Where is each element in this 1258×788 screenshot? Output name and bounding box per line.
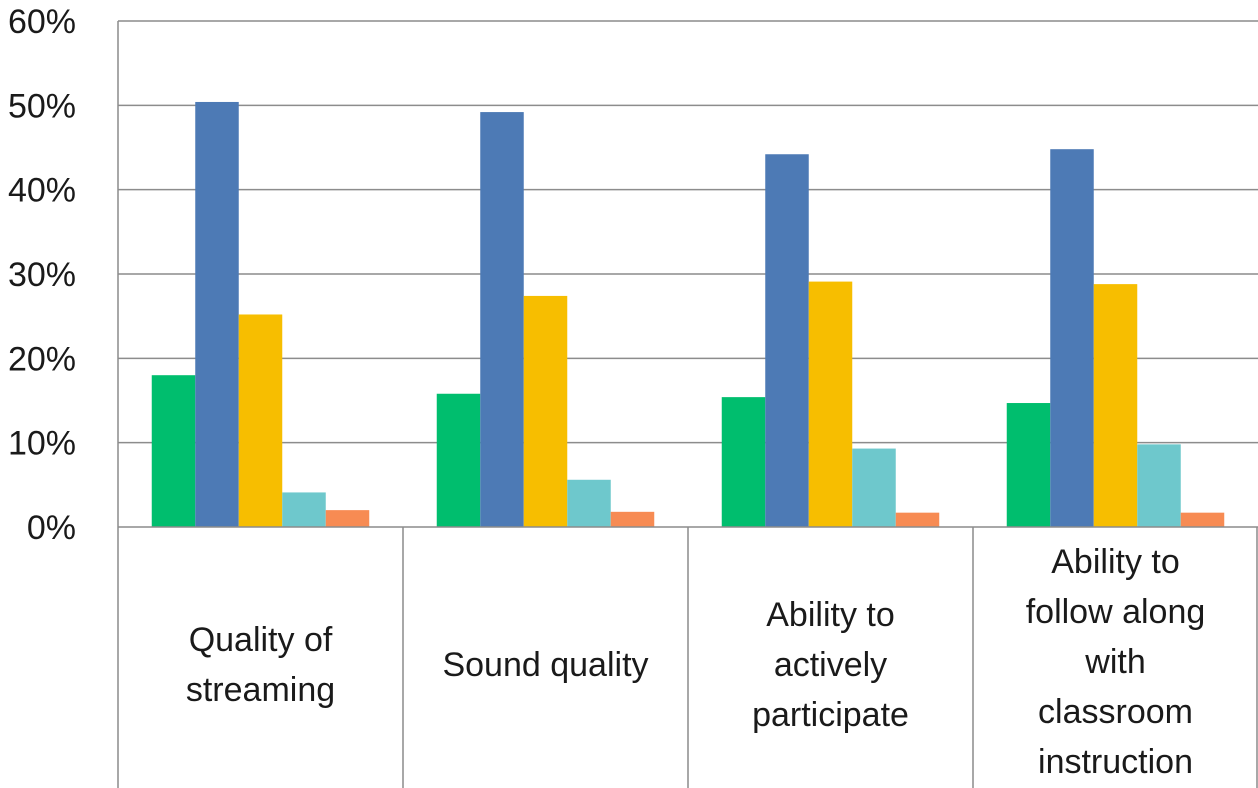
category-label: Ability to follow along with classroom instr…: [1026, 543, 1206, 781]
category-label: Quality of streaming: [186, 621, 335, 709]
bar: [1137, 444, 1181, 527]
category-label-line: Quality of: [189, 621, 333, 659]
y-tick-label: 10%: [8, 425, 76, 463]
bar: [238, 314, 283, 527]
bar: [523, 295, 568, 527]
bar: [151, 375, 196, 527]
category-label-line: participate: [752, 696, 909, 734]
bar: [895, 512, 940, 527]
category-label-line: instruction: [1038, 743, 1193, 781]
bar: [610, 511, 655, 527]
axes: [117, 21, 1258, 788]
category-label: Ability to actively participate: [752, 596, 909, 734]
bars: [151, 101, 1225, 528]
bar: [1006, 403, 1051, 527]
bar: [1050, 149, 1094, 528]
y-tick-label: 0%: [27, 509, 76, 547]
category-label: Sound quality: [442, 646, 648, 684]
category-label-line: Ability to: [1051, 543, 1180, 581]
category-label-line: with: [1084, 643, 1145, 681]
category-labels: Quality of streaming Sound quality Ability …: [186, 543, 1205, 781]
category-label-line: Ability to: [766, 596, 895, 634]
bar: [436, 393, 481, 527]
bar: [282, 492, 326, 527]
y-tick-label: 50%: [8, 87, 76, 125]
bar: [721, 397, 766, 527]
y-tick-label: 40%: [8, 172, 76, 210]
bar: [808, 281, 853, 527]
bar: [1093, 284, 1138, 527]
y-tick-label: 60%: [8, 3, 76, 41]
bar: [480, 112, 524, 527]
y-tick-label: 20%: [8, 340, 76, 378]
bar: [567, 479, 611, 527]
bar: [765, 154, 809, 527]
y-tick-label: 30%: [8, 256, 76, 294]
bar: [325, 510, 370, 527]
bar: [1180, 512, 1225, 527]
category-label-line: actively: [774, 646, 887, 684]
category-label-line: follow along: [1026, 593, 1206, 631]
category-label-line: classroom: [1038, 693, 1193, 731]
category-label-line: Sound quality: [442, 646, 648, 684]
bar: [195, 101, 239, 528]
bar: [852, 448, 896, 527]
category-label-line: streaming: [186, 671, 335, 709]
y-axis-tick-labels: 0% 10% 20% 30% 40% 50% 60%: [8, 3, 76, 547]
